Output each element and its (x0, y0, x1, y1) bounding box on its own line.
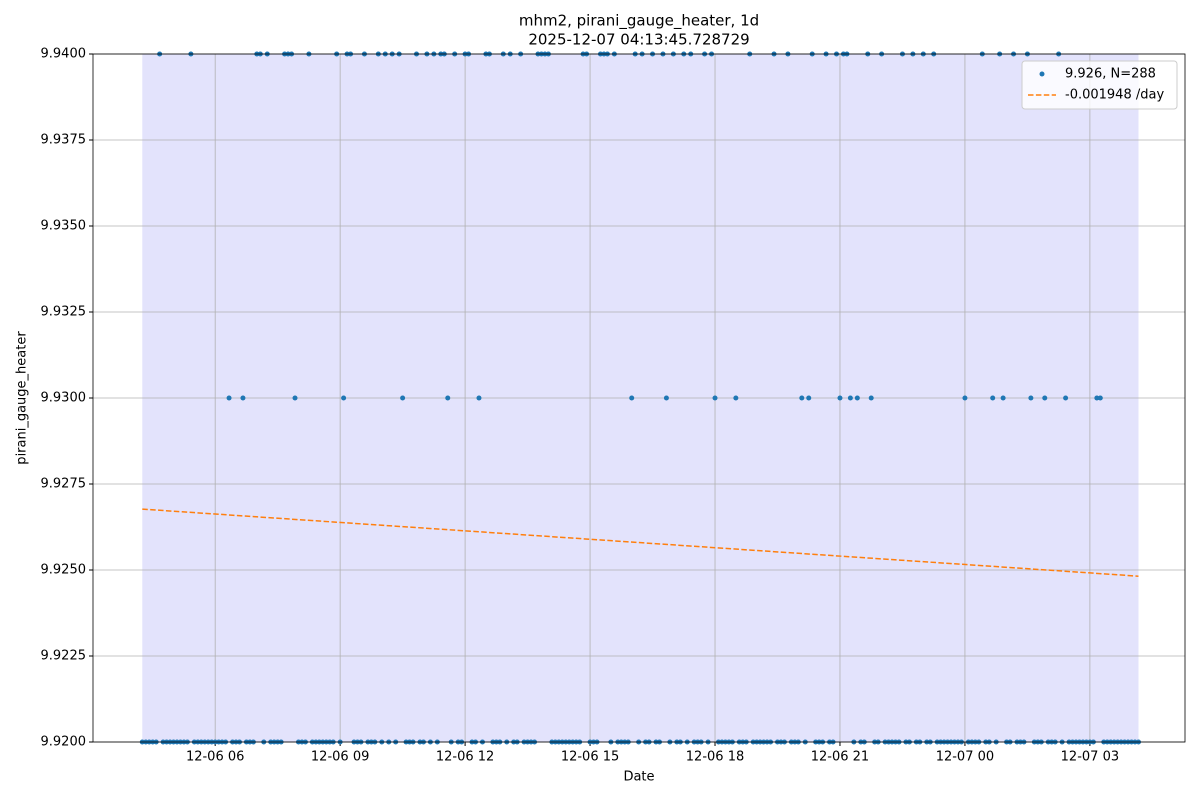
data-point (733, 395, 739, 401)
legend-box (1021, 60, 1178, 110)
data-point (712, 395, 718, 401)
data-point (847, 395, 853, 401)
chart-title: mhm2, pirani_gauge_heater, 1d (519, 12, 759, 31)
data-point (868, 395, 874, 401)
x-axis-label: Date (623, 770, 654, 785)
x-tick-label: 12-07 00 (936, 750, 994, 765)
data-point (341, 395, 347, 401)
y-tick-label: 9.9375 (41, 133, 87, 148)
data-point (400, 395, 406, 401)
data-point (1042, 395, 1048, 401)
data-point (226, 395, 232, 401)
x-tick-label: 12-06 06 (186, 750, 244, 765)
y-tick-label: 9.9225 (41, 649, 87, 664)
x-tick-label: 12-06 18 (686, 750, 744, 765)
y-tick-label: 9.9400 (41, 47, 87, 62)
data-point (837, 395, 843, 401)
data-point (476, 395, 482, 401)
plot-frame (92, 53, 1186, 743)
y-tick-label: 9.9300 (41, 391, 87, 406)
x-tick-label: 12-06 09 (311, 750, 369, 765)
data-point (962, 395, 968, 401)
y-tick-label: 9.9275 (41, 477, 87, 492)
data-point (990, 395, 996, 401)
x-tick-label: 12-06 21 (811, 750, 869, 765)
legend: 9.926, N=288 -0.001948 /day (1021, 60, 1178, 110)
x-tick-label: 12-06 12 (436, 750, 494, 765)
data-point (629, 395, 635, 401)
data-point (799, 395, 805, 401)
data-point (854, 395, 860, 401)
x-tick-label: 12-07 03 (1061, 750, 1119, 765)
data-point (445, 395, 451, 401)
data-point (1063, 395, 1069, 401)
y-tick-label: 9.9325 (41, 305, 87, 320)
data-point (1028, 395, 1034, 401)
y-tick-label: 9.9350 (41, 219, 87, 234)
data-point (1094, 395, 1100, 401)
y-axis-label: pirani_gauge_heater (15, 331, 30, 465)
y-tick-label: 9.9200 (41, 735, 87, 750)
legend-label: 9.926, N=288 (1065, 67, 1156, 82)
legend-label: -0.001948 /day (1065, 88, 1164, 103)
data-point (1097, 395, 1103, 401)
data-point (663, 395, 669, 401)
y-tick-label: 9.9250 (41, 563, 87, 578)
data-point (240, 395, 246, 401)
chart-subtitle: 2025-12-07 04:13:45.728729 (528, 31, 749, 49)
legend-swatch (1039, 71, 1045, 77)
x-tick-label: 12-06 15 (561, 750, 619, 765)
data-point (292, 395, 298, 401)
data-point (1000, 395, 1006, 401)
trend-line (142, 508, 1139, 577)
data-point (806, 395, 812, 401)
